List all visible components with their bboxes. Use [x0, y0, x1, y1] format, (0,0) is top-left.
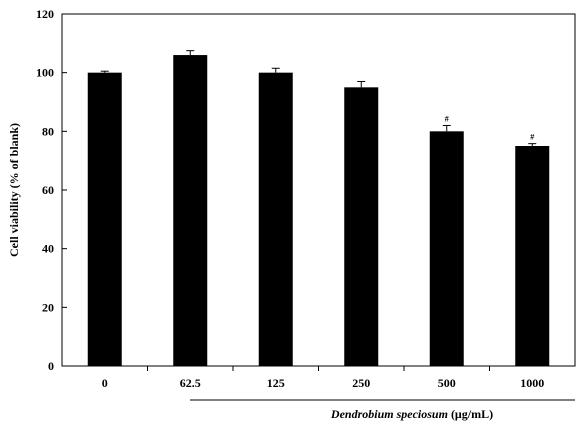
- bar: [258, 72, 293, 367]
- x-axis-label-unit: (μg/mL): [448, 407, 493, 421]
- y-tick-label: 20: [42, 300, 54, 314]
- x-tick-label: 0: [102, 376, 108, 390]
- x-tick-label: 1000: [520, 376, 544, 390]
- x-axis-label-species: Dendrobium speciosum: [330, 407, 448, 421]
- plot-frame: [61, 13, 576, 367]
- bar: [515, 146, 550, 366]
- x-tick-label: 62.5: [180, 376, 201, 390]
- error-bars: [100, 50, 537, 146]
- y-axis-ticks: 0 20 40 60 80 100 120: [36, 7, 67, 373]
- y-tick-label: 120: [36, 7, 54, 21]
- significance-mark: #: [445, 114, 449, 123]
- bar: [344, 87, 379, 366]
- significance-mark: #: [530, 133, 534, 142]
- x-tick-label: 500: [438, 376, 456, 390]
- bars: [87, 55, 550, 367]
- bar: [429, 131, 464, 366]
- y-tick-label: 100: [36, 66, 54, 80]
- x-tick-label: 125: [267, 376, 285, 390]
- y-axis-label: Cell viability (% of blank): [7, 123, 21, 257]
- y-tick-label: 60: [42, 183, 54, 197]
- x-axis-ticks: 0 62.5 125 250 500 1000: [102, 366, 544, 390]
- x-axis-label: Dendrobium speciosum (μg/mL): [330, 407, 493, 421]
- significance-marks: ##: [445, 114, 535, 141]
- bar: [173, 55, 208, 367]
- y-tick-label: 0: [48, 359, 54, 373]
- y-tick-label: 40: [42, 242, 54, 256]
- x-tick-label: 250: [352, 376, 370, 390]
- bar: [87, 72, 122, 367]
- y-tick-label: 80: [42, 124, 54, 138]
